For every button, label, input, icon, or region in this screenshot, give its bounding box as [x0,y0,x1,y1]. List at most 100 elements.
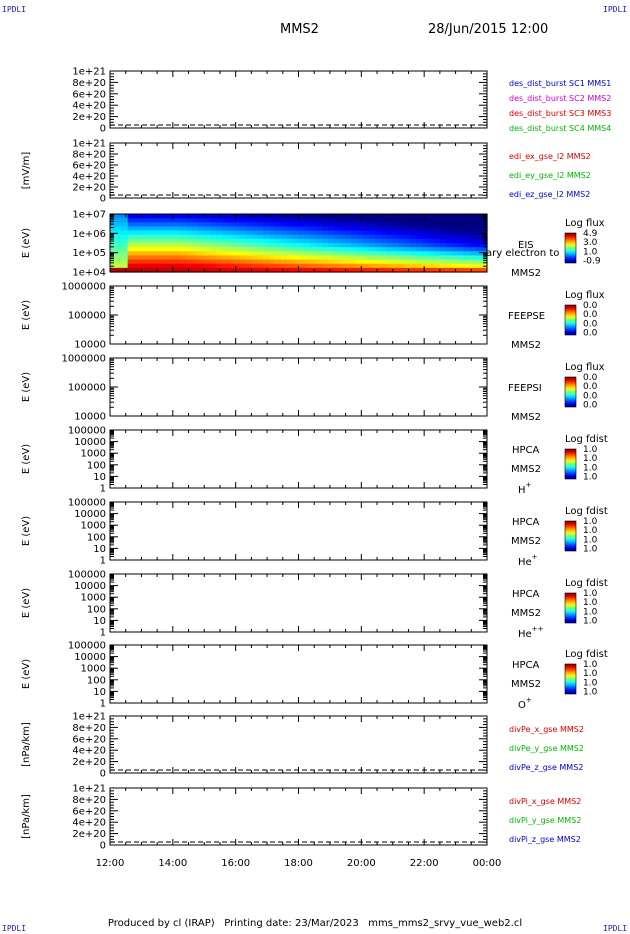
heatmap-cell [115,234,123,240]
heatmap-cell [245,247,252,252]
y-tick-label: 10000 [74,652,106,663]
heatmap-cell [481,255,488,261]
heatmap-cell [428,259,435,265]
heatmap-cell [192,255,199,261]
corner-label-bottom-left: IPDLI [2,924,27,933]
heatmap-cell [174,259,182,265]
heatmap-cell [286,267,294,273]
heatmap-cell [375,243,382,248]
heatmap-cell [363,255,370,261]
heatmap-cell [216,267,223,273]
heatmap-cell [451,230,459,236]
heatmap-cell [298,267,305,273]
heatmap-cell [457,226,465,232]
heatmap-cell [257,230,264,236]
panel-frame [109,357,488,417]
heatmap-cell [304,218,311,223]
heatmap-cell [239,255,247,261]
heatmap-cell [274,226,282,232]
heatmap-cell [151,222,158,228]
colorbar-value: 1.0 [583,598,598,608]
heatmap-cell [239,263,247,269]
heatmap-cell [274,214,282,219]
heatmap-cell [139,259,146,265]
heatmap-cell [410,222,417,228]
heatmap-cell [216,230,223,236]
heatmap-cell [186,267,194,273]
heatmap-cell [404,251,412,257]
heatmap-cell [380,247,388,252]
heatmap-cell [457,243,465,248]
heatmap-cell [445,218,453,223]
instrument-label: EIS [518,240,534,251]
heatmap-cell [151,247,158,252]
y-tick-label: 4e+20 [72,172,106,183]
heatmap-cell [369,234,376,240]
heatmap-cell [163,238,170,244]
heatmap-cell [363,259,370,265]
heatmap-cell [333,267,341,273]
heatmap-cell [363,267,370,273]
y-tick-label: 6e+20 [72,161,106,172]
heatmap-cell [445,230,453,236]
heatmap-cell [433,234,441,240]
heatmap-cell [327,222,335,228]
heatmap-cell [204,222,211,228]
heatmap-cell [115,259,123,265]
heatmap-cell [481,222,488,228]
heatmap-cell [451,255,459,261]
heatmap-cell [398,255,406,261]
colorbar-value: -0.9 [583,257,601,267]
x-tick-label: 20:00 [347,858,376,869]
legend-entry: divPe_z_gse MMS2 [509,763,583,772]
heatmap-cell [304,226,311,232]
heatmap-cell [239,247,247,252]
heatmap-cell [221,234,229,240]
heatmap-cell [398,218,406,223]
heatmap-cell [174,243,182,248]
heatmap-cell [386,222,394,228]
heatmap-cell [363,226,370,232]
heatmap-cell [428,251,435,257]
colorbar-value: 0.0 [583,329,598,339]
heatmap-cell [463,247,470,252]
y-tick-label: 1000 [81,449,106,460]
heatmap-cell [398,214,406,219]
heatmap-cell [115,247,123,252]
heatmap-cell [263,218,270,223]
colorbar-value: 1.0 [583,678,598,688]
heatmap-cell [151,259,158,265]
heatmap-cell [139,222,146,228]
heatmap-cell [115,222,123,228]
heatmap-cell [327,267,335,273]
heatmap-cell [192,230,199,236]
heatmap-cell [198,263,205,269]
heatmap-cell [163,230,170,236]
heatmap-cell [298,247,305,252]
heatmap-cell [410,238,417,244]
heatmap-cell [198,251,205,257]
heatmap-cell [269,243,276,248]
heatmap-cell [445,243,453,248]
heatmap-cell [363,230,370,236]
heatmap-cell [457,222,465,228]
heatmap-cell [180,214,188,219]
heatmap-cell [115,267,123,273]
y-tick-label: 1 [100,484,106,495]
y-tick-label: 0 [100,769,106,780]
heatmap-cell [239,218,247,223]
heatmap-cell [310,259,317,265]
instrument-label: HPCA [512,445,540,456]
y-tick-label: 4e+20 [72,818,106,829]
heatmap-cell [115,255,123,261]
heatmap-cell [263,243,270,248]
y-axis-label: [mV/m] [21,152,32,190]
heatmap-cell [416,214,423,219]
heatmap-cell [115,251,123,257]
heatmap-cell [357,251,364,257]
heatmap-cell [245,214,252,219]
heatmap-cell [186,218,194,223]
heatmap-cell [168,214,176,219]
